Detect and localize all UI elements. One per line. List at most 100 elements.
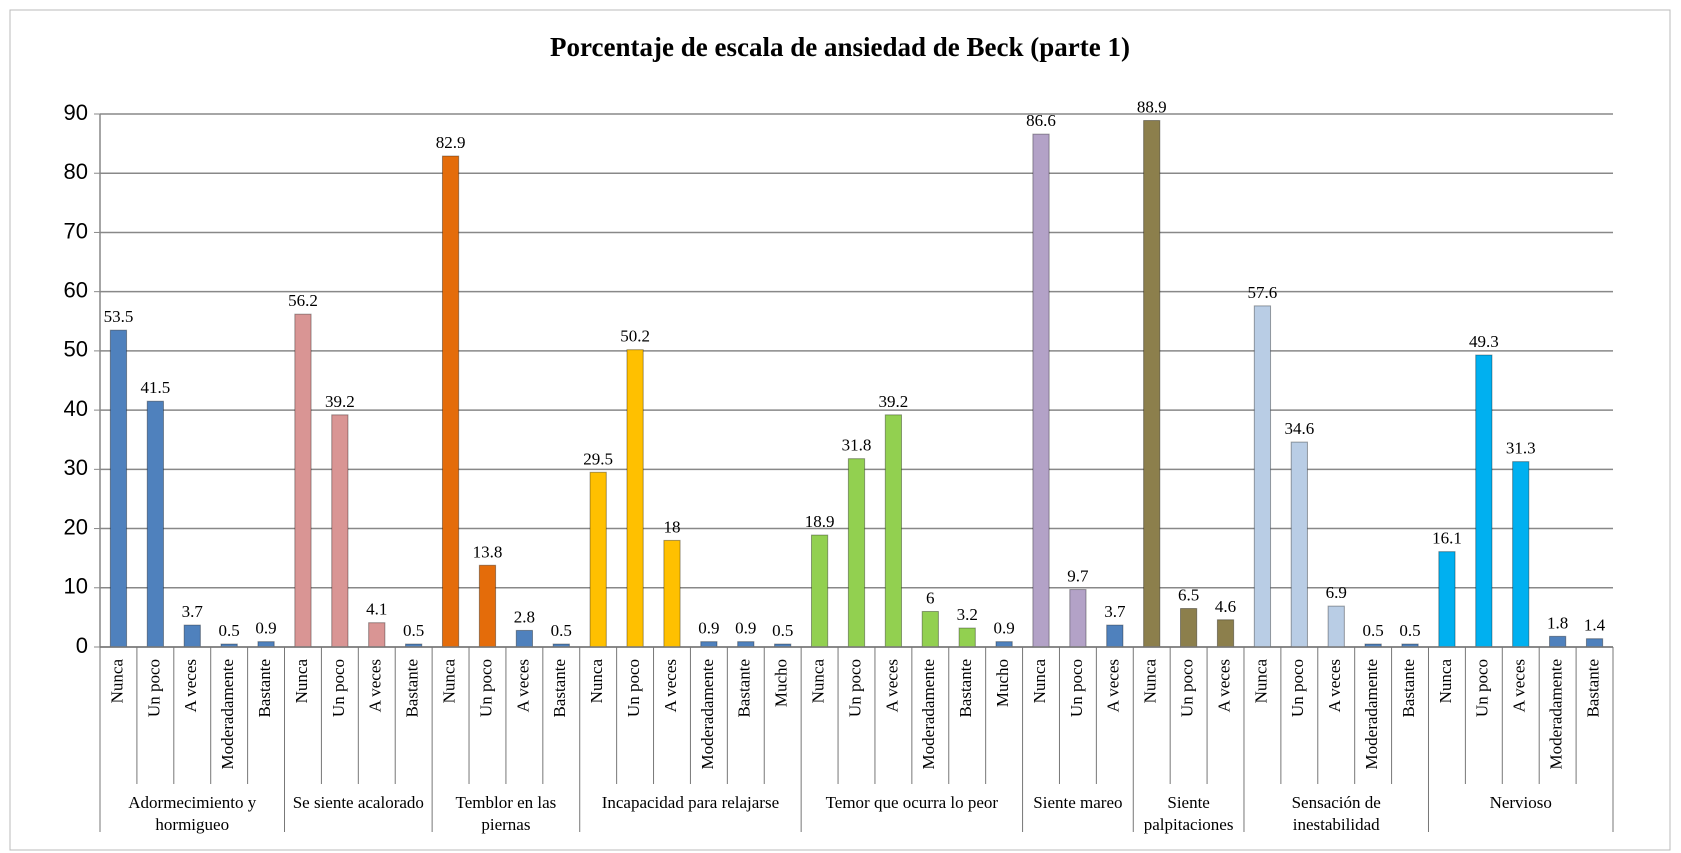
bar <box>183 624 201 648</box>
bar <box>1106 624 1124 648</box>
bar <box>146 400 164 648</box>
x-tick-label: Moderadamente <box>218 659 237 769</box>
group-label: Adormecimiento y hormigueo <box>128 793 257 834</box>
x-tick-label: Un poco <box>329 659 348 717</box>
bar <box>589 471 607 648</box>
x-tick-label: Un poco <box>1178 659 1197 717</box>
value-label: 18 <box>663 517 680 536</box>
x-tick-label: A veces <box>1325 659 1344 712</box>
x-tick-label: Un poco <box>1067 659 1086 717</box>
value-label: 31.8 <box>842 436 872 455</box>
x-tick-label: Un poco <box>1473 659 1492 717</box>
x-tick-label: Moderadamente <box>919 659 938 769</box>
bar <box>368 622 386 648</box>
bar <box>700 641 718 648</box>
value-label: 53.5 <box>104 307 134 326</box>
y-tick-label: 70 <box>64 218 88 243</box>
chart-frame <box>9 9 1671 851</box>
x-tick-label: Nunca <box>587 659 606 704</box>
x-tick-label: Bastante <box>735 659 754 718</box>
group-label: Se siente acalorado <box>292 793 424 812</box>
value-label: 31.3 <box>1506 439 1536 458</box>
bar <box>1253 305 1272 648</box>
value-label: 1.4 <box>1584 616 1606 635</box>
bar <box>331 414 349 648</box>
x-tick-label: Nunca <box>107 659 126 704</box>
value-label: 4.6 <box>1215 597 1236 616</box>
group-label: Siente palpitaciones <box>1143 793 1234 834</box>
x-tick-label: Un poco <box>144 659 163 717</box>
value-label: 0.9 <box>698 619 719 638</box>
value-label: 0.9 <box>735 619 756 638</box>
value-label: 0.5 <box>219 621 240 640</box>
x-tick-label: Bastante <box>1399 659 1418 718</box>
value-label: 86.6 <box>1026 111 1056 130</box>
bar <box>257 641 275 648</box>
value-label: 57.6 <box>1248 283 1278 302</box>
value-label: 29.5 <box>583 449 613 468</box>
bar <box>1585 638 1604 648</box>
x-tick-label: A veces <box>181 659 200 712</box>
value-label: 2.8 <box>514 607 535 626</box>
x-tick-label: Un poco <box>624 659 643 717</box>
value-label: 6.9 <box>1326 583 1347 602</box>
bar <box>1143 120 1161 648</box>
bar <box>958 627 976 648</box>
bar <box>1180 608 1198 648</box>
value-label: 0.5 <box>551 621 572 640</box>
bar <box>1438 551 1456 648</box>
x-tick-label: Un poco <box>845 659 864 717</box>
y-tick-label: 10 <box>64 574 88 599</box>
y-tick-label: 0 <box>76 633 88 658</box>
bar <box>1512 461 1530 648</box>
chart-title: Porcentaje de escala de ansiedad de Beck… <box>550 32 1130 62</box>
x-tick-label: Un poco <box>1288 659 1307 717</box>
bar <box>1290 441 1308 648</box>
y-tick-label: 90 <box>64 100 88 125</box>
y-tick-label: 30 <box>64 455 88 480</box>
x-tick-label: Nunca <box>292 659 311 704</box>
group-label: Temblor en las piernas <box>455 793 557 834</box>
value-label: 6.5 <box>1178 586 1199 605</box>
y-tick-label: 50 <box>64 337 88 362</box>
bar <box>1069 589 1087 648</box>
y-tick-label: 60 <box>64 277 88 302</box>
y-tick-label: 20 <box>64 514 88 539</box>
bar <box>294 313 312 648</box>
x-tick-label: Moderadamente <box>1362 659 1381 769</box>
value-label: 3.2 <box>957 605 978 624</box>
x-tick-label: Bastante <box>550 659 569 718</box>
x-tick-label: Bastante <box>403 659 422 718</box>
value-label: 49.3 <box>1469 332 1499 351</box>
value-label: 34.6 <box>1284 419 1314 438</box>
bar <box>995 641 1013 648</box>
value-label: 0.5 <box>1363 621 1384 640</box>
y-tick-label: 80 <box>64 159 88 184</box>
x-tick-label: Nunca <box>1030 659 1049 704</box>
value-label: 88.9 <box>1137 98 1167 117</box>
x-tick-label: Bastante <box>956 659 975 718</box>
group-label: Nervioso <box>1489 793 1552 812</box>
bar <box>921 610 939 648</box>
bar <box>515 629 533 648</box>
x-tick-label: Bastante <box>1583 659 1602 718</box>
x-tick-label: Moderadamente <box>698 659 717 769</box>
group-label: Incapacidad para relajarse <box>601 793 780 812</box>
bar <box>884 414 903 648</box>
x-tick-label: A veces <box>1214 659 1233 712</box>
value-label: 0.5 <box>403 621 424 640</box>
bar <box>1327 605 1345 648</box>
value-label: 0.5 <box>1399 621 1420 640</box>
value-label: 6 <box>926 588 935 607</box>
bar <box>810 534 829 648</box>
x-tick-label: Nunca <box>809 659 828 704</box>
x-tick-label: Bastante <box>255 659 274 718</box>
value-label: 50.2 <box>620 327 650 346</box>
x-tick-label: A veces <box>1104 659 1123 712</box>
bar <box>737 641 755 648</box>
y-tick-label: 40 <box>64 396 88 421</box>
x-tick-label: Mucho <box>772 659 791 707</box>
x-tick-label: A veces <box>882 659 901 712</box>
x-tick-label: Nunca <box>439 659 458 704</box>
